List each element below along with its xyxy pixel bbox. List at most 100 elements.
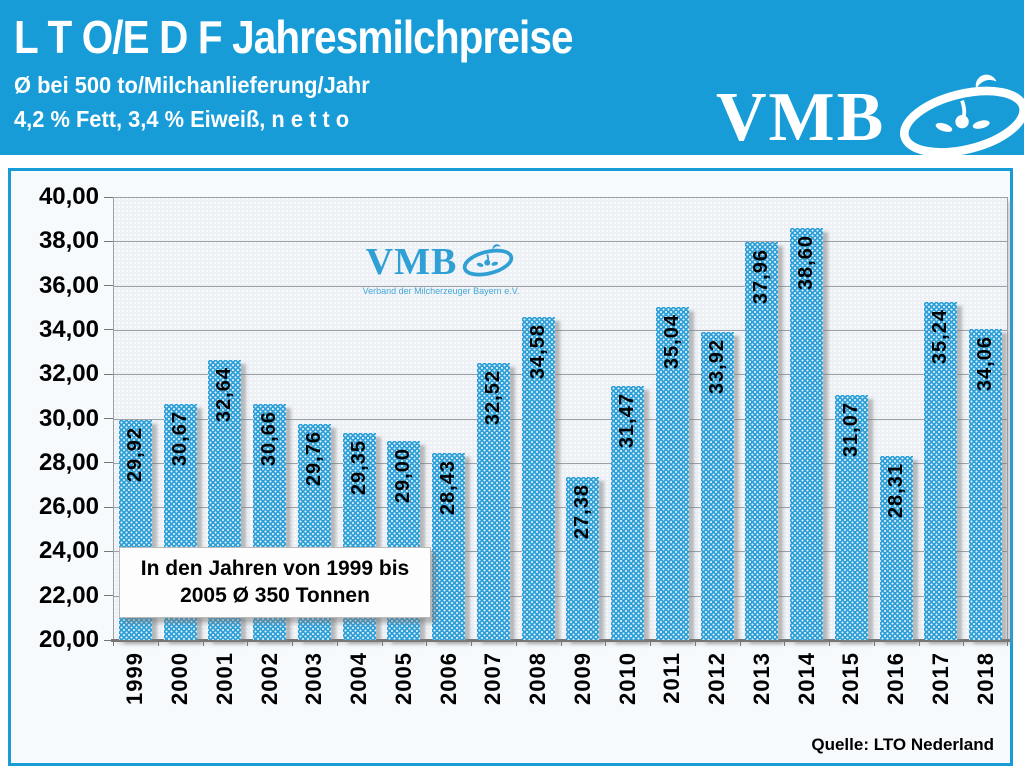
- y-axis-label: 34,00: [38, 315, 99, 343]
- bar-value-label: 31,47: [616, 392, 639, 448]
- gridline: [113, 507, 1008, 509]
- y-axis-label: 20,00: [38, 626, 99, 653]
- plot-frame-left: [113, 197, 114, 640]
- bar-value-label: 29,00: [392, 447, 415, 503]
- bar-2009: 27,38: [566, 476, 600, 640]
- y-axis-label: 32,00: [38, 360, 99, 388]
- x-tick: [1007, 640, 1008, 646]
- x-tick: [292, 640, 293, 646]
- source-label: Quelle: LTO Nederland: [811, 735, 994, 754]
- header-subtitle-2: 4,2 % Fett, 3,4 % Eiweiß, n e t t o: [14, 106, 350, 132]
- vmb-logo: VMB: [716, 72, 1024, 155]
- x-tick: [784, 640, 786, 646]
- gridline: [113, 241, 1008, 243]
- y-axis-label: 26,00: [38, 493, 99, 521]
- x-axis-label-2005: 2005: [390, 652, 416, 705]
- gridline: [113, 462, 1008, 464]
- gridline: [113, 329, 1008, 331]
- bar-value-label: 30,67: [168, 410, 191, 466]
- x-axis-label-2013: 2013: [748, 652, 774, 705]
- x-tick: [650, 640, 651, 646]
- watermark-subtext: Verband der Milcherzeuger Bayern e.V.: [362, 286, 520, 296]
- vmb-logo-text: VMB: [716, 78, 886, 156]
- y-tick: [104, 196, 113, 198]
- bar-value-label: 34,58: [526, 324, 549, 380]
- x-axis-label-2002: 2002: [256, 652, 282, 705]
- page-title: L T O/E D F Jahresmilchpreise: [14, 11, 574, 63]
- bar-value-label: 30,66: [258, 410, 281, 466]
- bar-2014: 38,60: [790, 228, 824, 640]
- x-tick: [694, 640, 696, 646]
- x-tick: [560, 640, 562, 646]
- x-axis-label-2000: 2000: [167, 652, 193, 705]
- y-tick: [104, 240, 113, 242]
- bar-value-label: 29,92: [123, 427, 146, 483]
- x-tick: [605, 640, 607, 646]
- bar-2012: 33,92: [700, 331, 734, 640]
- header-subtitle-1: Ø bei 500 to/Milchanlieferung/Jahr: [14, 72, 370, 98]
- x-axis-label-2007: 2007: [480, 652, 506, 705]
- x-axis-label-2014: 2014: [793, 652, 819, 705]
- bar-2016: 28,31: [879, 455, 913, 640]
- y-axis-label: 24,00: [38, 537, 99, 565]
- x-tick: [247, 640, 249, 646]
- bar-value-label: 33,92: [705, 338, 728, 394]
- x-tick: [426, 640, 428, 646]
- gridline: [113, 197, 1008, 198]
- x-tick: [739, 640, 741, 646]
- x-tick: [829, 640, 830, 646]
- bar-value-label: 31,07: [839, 401, 862, 457]
- x-axis-label-2016: 2016: [883, 652, 909, 705]
- y-tick: [104, 639, 113, 641]
- bar-2010: 31,47: [611, 385, 645, 640]
- annotation-line-1: In den Jahren von 1999 bis: [140, 557, 410, 580]
- x-axis-label-2018: 2018: [972, 652, 998, 705]
- watermark: VMB Verband der Milcherzeuger Bayern e.V…: [351, 241, 531, 296]
- gridline: [113, 551, 1008, 553]
- y-axis-label: 36,00: [38, 271, 99, 299]
- bar-2006: 28,43: [432, 453, 466, 640]
- y-tick: [104, 418, 113, 419]
- annotation-line-2: 2005 Ø 350 Tonnen: [180, 584, 370, 607]
- milk-drop-ellipse-icon: [885, 72, 1024, 155]
- x-tick: [873, 640, 875, 646]
- x-tick: [471, 640, 472, 646]
- bar-value-label: 29,35: [347, 439, 370, 495]
- bar-2011: 35,04: [655, 306, 689, 640]
- y-tick: [104, 595, 113, 597]
- x-axis-label-2003: 2003: [301, 652, 327, 705]
- x-axis-label-2011: 2011: [659, 652, 685, 704]
- annotation-box: In den Jahren von 1999 bis 2005 Ø 350 To…: [119, 547, 431, 618]
- y-tick: [104, 462, 113, 464]
- x-tick: [381, 640, 383, 646]
- x-tick: [918, 640, 920, 646]
- x-axis-label-2015: 2015: [838, 652, 864, 705]
- x-tick: [963, 640, 965, 646]
- watermark-logo-text: VMB: [365, 241, 458, 283]
- y-axis-label: 28,00: [38, 448, 99, 476]
- y-axis-label: 30,00: [38, 404, 99, 432]
- bar-2015: 31,07: [834, 394, 868, 640]
- bar-2013: 37,96: [745, 242, 779, 640]
- x-tick: [157, 640, 159, 646]
- bar-2017: 35,24: [924, 302, 958, 640]
- bar-value-label: 28,31: [884, 462, 907, 518]
- bar-value-label: 29,76: [302, 430, 325, 486]
- bar-value-label: 32,52: [481, 369, 504, 425]
- bar-value-label: 35,24: [929, 309, 952, 365]
- x-tick: [336, 640, 338, 646]
- bar-value-label: 34,06: [974, 335, 997, 391]
- header-banner: L T O/E D F Jahresmilchpreise Ø bei 500 …: [0, 0, 1024, 155]
- x-axis-label-1999: 1999: [122, 652, 148, 705]
- y-axis-label: 38,00: [38, 227, 99, 255]
- bar-value-label: 28,43: [437, 460, 460, 516]
- bar-2008: 34,58: [521, 317, 555, 640]
- x-axis-label-2004: 2004: [346, 652, 372, 705]
- bar-value-label: 32,64: [213, 367, 236, 423]
- bar-2007: 32,52: [476, 362, 510, 640]
- bar-2018: 34,06: [969, 328, 1003, 640]
- plot-frame-right: [1007, 197, 1008, 640]
- gridline: [113, 595, 1008, 597]
- x-tick: [202, 640, 204, 646]
